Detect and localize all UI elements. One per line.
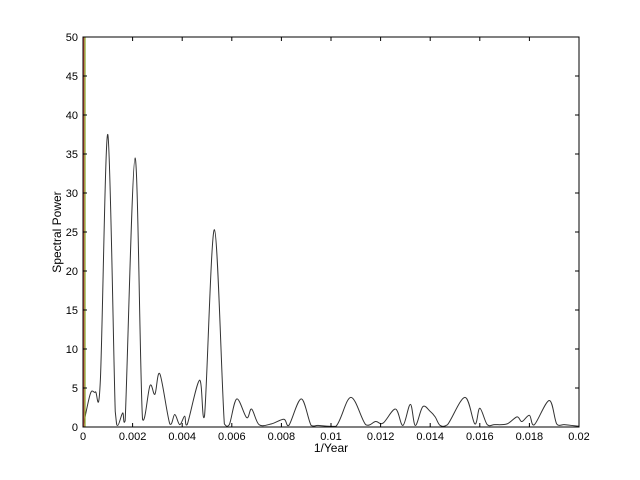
y-tick-label: 45 bbox=[66, 71, 78, 83]
plot-frame bbox=[82, 36, 580, 428]
x-tick-label: 0.004 bbox=[168, 431, 196, 443]
y-axis-label: Spectral Power bbox=[50, 191, 64, 272]
x-axis-label: 1/Year bbox=[314, 441, 348, 455]
y-tick-label: 35 bbox=[66, 149, 78, 161]
y-tick-label: 30 bbox=[66, 188, 78, 200]
x-tick-label: 0.018 bbox=[516, 431, 544, 443]
x-tick-label: 0.006 bbox=[218, 431, 246, 443]
x-tick-label: 0.012 bbox=[367, 431, 395, 443]
x-tick-label: 0.016 bbox=[466, 431, 494, 443]
y-tick-label: 5 bbox=[72, 383, 78, 395]
y-tick-label: 15 bbox=[66, 305, 78, 317]
y-tick-label: 40 bbox=[66, 110, 78, 122]
x-tick-label: 0.014 bbox=[416, 431, 444, 443]
x-tick-label: 0.01 bbox=[320, 431, 341, 443]
y-tick-label: 20 bbox=[66, 266, 78, 278]
y-tick-label: 50 bbox=[66, 32, 78, 44]
y-tick-label: 25 bbox=[66, 227, 78, 239]
x-tick-label: 0.02 bbox=[568, 431, 589, 443]
x-tick-label: 0.008 bbox=[268, 431, 296, 443]
x-tick-label: 0.002 bbox=[119, 431, 147, 443]
y-tick-label: 10 bbox=[66, 344, 78, 356]
y-tick-label: 0 bbox=[72, 422, 78, 434]
x-tick-label: 0 bbox=[80, 431, 86, 443]
spectral-power-line bbox=[82, 133, 580, 428]
